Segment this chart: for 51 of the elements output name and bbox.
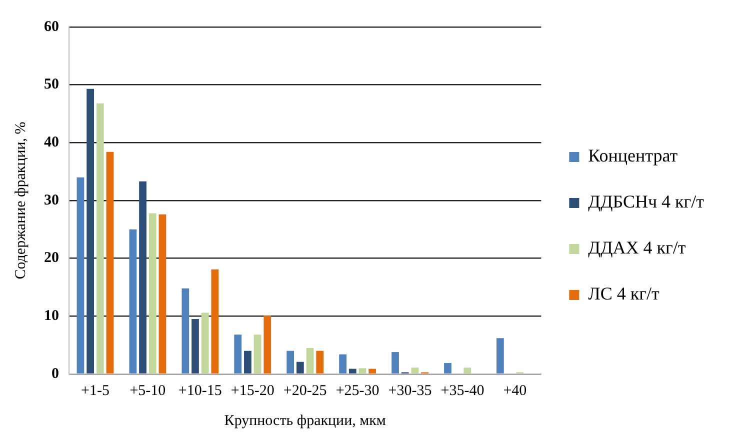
bar xyxy=(106,152,114,374)
bar xyxy=(129,229,137,374)
y-tick-label: 40 xyxy=(44,134,59,151)
y-tick-label: 30 xyxy=(44,192,59,208)
legend-label: ЛС 4 кг/т xyxy=(588,284,660,304)
bar xyxy=(368,368,376,374)
x-tick-label: +1-5 xyxy=(81,382,110,399)
bar xyxy=(296,362,304,374)
legend-label: Концентрат xyxy=(588,146,678,166)
bar xyxy=(286,350,294,374)
bar xyxy=(339,354,346,374)
y-tick-label: 20 xyxy=(44,250,59,266)
bar xyxy=(392,352,399,374)
bar xyxy=(496,338,504,374)
x-tick-label: +5-10 xyxy=(130,382,166,399)
bar xyxy=(464,368,472,374)
x-tick-label: +15-20 xyxy=(230,382,274,399)
x-tick-label: +40 xyxy=(503,382,527,399)
bar xyxy=(76,177,84,374)
x-tick-label: +35-40 xyxy=(440,382,484,399)
bar xyxy=(234,334,242,374)
bar xyxy=(411,368,419,374)
x-axis-title: Крупность фракции, мкм xyxy=(224,412,386,429)
bar xyxy=(211,269,219,374)
bar xyxy=(306,348,314,374)
bar xyxy=(86,88,94,374)
bar xyxy=(254,334,262,374)
x-tick-label: +10-15 xyxy=(178,382,222,399)
y-axis-title: Содержание фракции, % xyxy=(12,122,29,280)
bar xyxy=(244,350,252,374)
legend-label: ДДАХ 4 кг/т xyxy=(588,238,686,258)
bar xyxy=(192,319,199,374)
bar xyxy=(182,288,190,374)
bar xyxy=(358,368,366,374)
y-tick-label: 0 xyxy=(52,366,59,382)
bar xyxy=(201,312,209,374)
legend-label: ДДБСНч 4 кг/т xyxy=(588,192,704,212)
bar xyxy=(348,368,356,374)
y-tick-label: 10 xyxy=(44,308,59,324)
bar xyxy=(158,214,166,374)
y-tick-label: 50 xyxy=(44,76,59,93)
bar xyxy=(148,213,156,374)
bar xyxy=(316,350,324,374)
x-tick-label: +20-25 xyxy=(283,382,327,399)
bar xyxy=(444,363,452,374)
x-tick-label: +25-30 xyxy=(336,382,380,399)
bar xyxy=(96,103,104,374)
x-tick-label: +30-35 xyxy=(388,382,432,399)
bar xyxy=(139,181,146,374)
y-tick-label: 60 xyxy=(44,18,59,35)
bar xyxy=(264,316,272,374)
